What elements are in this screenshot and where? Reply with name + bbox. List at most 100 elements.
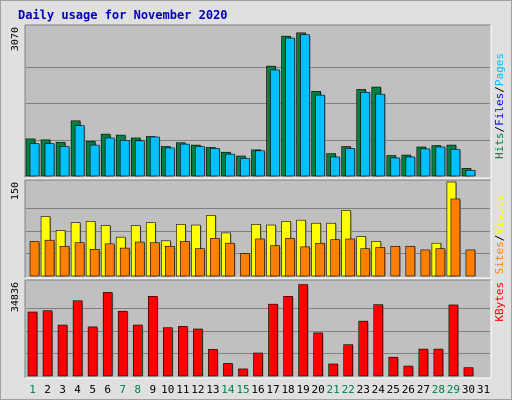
legend-hits: Hits <box>493 133 506 160</box>
legend-files: Files <box>493 93 506 126</box>
x-tick-label: 22 <box>342 383 355 396</box>
visits-sites-bar <box>240 253 250 277</box>
pages-files-bar <box>104 137 115 177</box>
legend-visits: Visits <box>493 195 506 235</box>
legend-separator: / <box>493 126 506 133</box>
visits-sites-bar <box>74 242 85 277</box>
visits-sites-bar <box>134 241 145 277</box>
visits-sites-bar <box>300 246 310 277</box>
chart-title: Daily usage for November 2020 <box>18 8 228 22</box>
x-tick-label: 14 <box>221 383 235 396</box>
x-tick-label: 15 <box>236 383 249 396</box>
panel-pages-ymax-label: 3070 <box>10 27 21 51</box>
legend-separator: / <box>493 86 506 93</box>
pages-files-bar <box>119 140 130 177</box>
x-tick-label: 21 <box>327 383 340 396</box>
x-tick-label: 25 <box>387 383 400 396</box>
visits-sites-bar <box>119 247 130 277</box>
pages-files-bar <box>405 156 416 177</box>
visits-sites-bar <box>104 243 115 277</box>
visits-sites-bar <box>255 238 265 277</box>
pages-files-bar <box>165 147 175 177</box>
kbytes-kbytes-bar <box>147 296 158 377</box>
visits-sites-bar <box>59 245 70 277</box>
legend-separator: / <box>493 235 506 242</box>
kbytes-kbytes-bar <box>418 348 429 377</box>
visits-sites-bar <box>420 249 431 277</box>
visits-sites-bar <box>29 241 40 277</box>
x-tick-label: 29 <box>447 383 460 396</box>
visits-sites-bar <box>149 242 160 277</box>
kbytes-kbytes-bar <box>313 332 323 377</box>
panel-kbytes: 34836 KBytes <box>10 279 506 379</box>
visits-sites-bar <box>89 249 100 277</box>
pages-files-bar <box>420 148 431 177</box>
x-tick-label: 3 <box>59 383 66 396</box>
x-tick-label: 4 <box>74 383 81 396</box>
x-tick-label: 27 <box>417 383 430 396</box>
x-tick-label: 7 <box>119 383 126 396</box>
kbytes-kbytes-bar <box>102 292 113 377</box>
visits-sites-bar <box>165 245 175 277</box>
x-tick-label: 30 <box>462 383 475 396</box>
kbytes-kbytes-bar <box>388 356 399 377</box>
kbytes-kbytes-bar <box>463 367 474 377</box>
pages-files-bar <box>345 148 355 177</box>
pages-files-bar <box>390 157 401 177</box>
kbytes-kbytes-bar <box>403 365 414 377</box>
x-tick-label: 1 <box>29 383 36 396</box>
pages-files-bar <box>44 143 55 177</box>
x-tick-label: 11 <box>176 383 189 396</box>
visits-sites-bar <box>330 239 340 277</box>
pages-files-bar <box>465 169 476 177</box>
kbytes-kbytes-bar <box>283 296 293 377</box>
kbytes-kbytes-bar <box>208 349 218 377</box>
kbytes-kbytes-bar <box>117 310 128 377</box>
panel-visits: 150 Sites/Visits <box>10 179 506 279</box>
pages-files-bar <box>59 146 70 177</box>
x-tick-label: 12 <box>191 383 204 396</box>
pages-files-bar <box>270 69 280 177</box>
x-axis-labels: 1 2 3 4 5 6 7 8 9 10 11 12 13 14 15 16 17 18 19 20 21 22 23 24 2… <box>29 383 490 396</box>
kbytes-kbytes-bar <box>433 348 444 377</box>
kbytes-kbytes-bar <box>373 304 384 377</box>
x-tick-label: 28 <box>432 383 445 396</box>
kbytes-kbytes-bar <box>343 344 353 377</box>
panel-visits-legend-text: Sites/Visits <box>493 195 506 275</box>
pages-files-bar <box>149 136 160 177</box>
kbytes-kbytes-bar <box>223 363 233 377</box>
panel-visits-ymax-label: 150 <box>10 182 21 200</box>
kbytes-kbytes-bar <box>298 284 308 377</box>
chart-panels: 3070Hits/Files/Pages150Sites/Visits34836… <box>10 24 506 379</box>
visits-sites-bar <box>390 245 401 277</box>
pages-files-bar <box>89 144 100 177</box>
x-tick-label: 13 <box>206 383 219 396</box>
panel-kbytes-legend: KBytes <box>493 282 506 322</box>
x-tick-label: 6 <box>104 383 111 396</box>
pages-files-bar <box>435 146 446 177</box>
pages-files-bar <box>300 34 310 177</box>
visits-sites-bar <box>210 238 220 277</box>
kbytes-kbytes-bar <box>178 326 188 377</box>
x-tick-label: 5 <box>89 383 96 396</box>
visits-sites-bar <box>450 198 461 277</box>
visits-sites-bar <box>315 242 325 277</box>
visits-sites-bar <box>180 241 190 277</box>
visits-sites-bar <box>285 238 295 277</box>
x-tick-label: 19 <box>296 383 309 396</box>
legend-kbytes: KBytes <box>493 282 506 322</box>
panel-visits-legend: Sites/Visits <box>493 195 506 275</box>
kbytes-kbytes-bar <box>27 311 38 377</box>
kbytes-kbytes-bar <box>328 363 338 377</box>
kbytes-kbytes-bar <box>57 324 68 377</box>
pages-files-bar <box>315 94 325 177</box>
kbytes-kbytes-bar <box>163 327 173 377</box>
pages-files-bar <box>29 143 40 177</box>
kbytes-kbytes-bar <box>358 320 369 377</box>
pages-files-bar <box>330 156 340 177</box>
x-tick-label: 2 <box>44 383 51 396</box>
kbytes-kbytes-bar <box>42 310 53 377</box>
x-tick-label: 31 <box>477 383 490 396</box>
visits-sites-bar <box>270 245 280 277</box>
